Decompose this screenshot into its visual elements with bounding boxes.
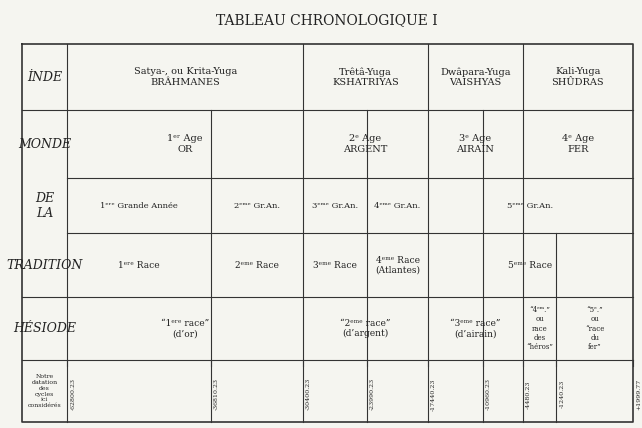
Text: -36810.23: -36810.23 (214, 378, 219, 410)
Text: Dwâpara-Yuga
VAISHYAS: Dwâpara-Yuga VAISHYAS (440, 67, 511, 87)
Text: 2ᵉᵐᵉ Race: 2ᵉᵐᵉ Race (235, 261, 279, 270)
Text: İNDE: İNDE (27, 71, 62, 83)
Text: -17440.23: -17440.23 (431, 378, 436, 410)
Text: MONDE: MONDE (18, 138, 71, 151)
Text: 3ᵉ Age
AIRAIN: 3ᵉ Age AIRAIN (456, 134, 494, 154)
Text: 4ᵉᵐᵉ Race
(Atlantes): 4ᵉᵐᵉ Race (Atlantes) (375, 256, 420, 275)
Text: +1999.77: +1999.77 (636, 379, 641, 410)
Text: 1ᵉʳᵉ Grande Année: 1ᵉʳᵉ Grande Année (100, 202, 178, 210)
Text: TABLEAU CHRONOLOGIQUE I: TABLEAU CHRONOLOGIQUE I (216, 14, 437, 27)
Text: -4480.23: -4480.23 (526, 380, 531, 408)
Text: Satya-, ou Krita-Yuga
BRÂHMANES: Satya-, ou Krita-Yuga BRÂHMANES (134, 67, 237, 87)
Text: 4ᵉᵐᵉ Gr.An.: 4ᵉᵐᵉ Gr.An. (374, 202, 421, 210)
Text: 3ᵉᵐᵉ Race: 3ᵉᵐᵉ Race (313, 261, 357, 270)
Text: -23990.23: -23990.23 (370, 378, 375, 410)
Text: -1240.23: -1240.23 (560, 380, 564, 408)
Text: 2ᵉ Age
ARGENT: 2ᵉ Age ARGENT (343, 134, 388, 154)
Text: Kali-Yuga
SHÛDRAS: Kali-Yuga SHÛDRAS (551, 67, 604, 87)
Text: “5ᵉ.”
ou
“race
du
fer”: “5ᵉ.” ou “race du fer” (585, 306, 604, 351)
Text: 5ᵉᵐᵉ Gr.An.: 5ᵉᵐᵉ Gr.An. (507, 202, 553, 210)
Text: “1ᵉʳᵉ race”
(d’or): “1ᵉʳᵉ race” (d’or) (161, 319, 209, 339)
Text: DE
LA: DE LA (35, 192, 54, 220)
Text: “4ᵉᵐ.”
ou
race
des
“héros”: “4ᵉᵐ.” ou race des “héros” (526, 306, 553, 351)
Text: 3ᵉᵐᵉ Gr.An.: 3ᵉᵐᵉ Gr.An. (312, 202, 358, 210)
Text: “2ᵉᵐᵉ race”
(d’argent): “2ᵉᵐᵉ race” (d’argent) (340, 319, 391, 339)
Text: 2ᵉᵐᵉ Gr.An.: 2ᵉᵐᵉ Gr.An. (234, 202, 280, 210)
Text: 4ᵉ Age
FER: 4ᵉ Age FER (562, 134, 594, 154)
Text: Trêtâ-Yuga
KSHATRIYAS: Trêtâ-Yuga KSHATRIYAS (332, 67, 399, 87)
Text: TRADITION: TRADITION (6, 259, 83, 272)
Text: Notre
datation
des
cycles
ici
considérés: Notre datation des cycles ici considérés (28, 374, 62, 408)
Text: -10960.23: -10960.23 (486, 378, 491, 410)
Text: -30400.23: -30400.23 (306, 378, 311, 410)
Text: -62800.23: -62800.23 (71, 378, 76, 410)
Text: “3ᵉᵐᵉ race”
(d’airain): “3ᵉᵐᵉ race” (d’airain) (450, 319, 501, 339)
Text: HÉSIODE: HÉSIODE (13, 322, 76, 335)
Text: 5ᵉᵐᵉ Race: 5ᵉᵐᵉ Race (508, 261, 553, 270)
Text: 1ᵉʳᵉ Race: 1ᵉʳᵉ Race (119, 261, 160, 270)
Text: 1ᵉʳ Age
OR: 1ᵉʳ Age OR (168, 134, 203, 154)
